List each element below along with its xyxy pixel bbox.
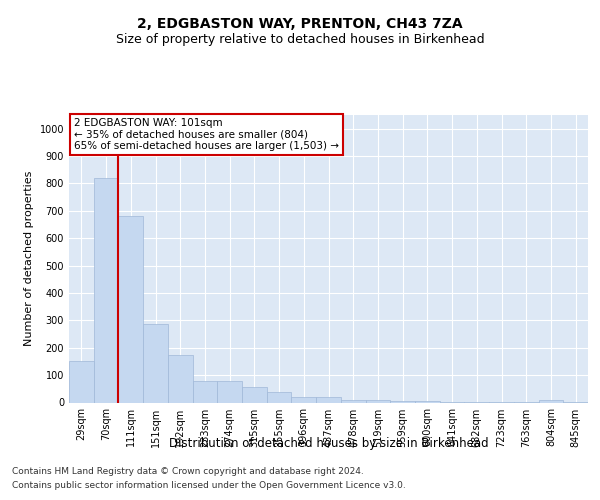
Bar: [292, 397, 316, 402]
Text: 2, EDGBASTON WAY, PRENTON, CH43 7ZA: 2, EDGBASTON WAY, PRENTON, CH43 7ZA: [137, 18, 463, 32]
Bar: [365, 400, 390, 402]
Bar: [242, 388, 267, 402]
Text: Contains HM Land Registry data © Crown copyright and database right 2024.: Contains HM Land Registry data © Crown c…: [12, 468, 364, 476]
Text: Contains public sector information licensed under the Open Government Licence v3: Contains public sector information licen…: [12, 481, 406, 490]
Bar: [168, 354, 193, 403]
Text: 2 EDGBASTON WAY: 101sqm
← 35% of detached houses are smaller (804)
65% of semi-d: 2 EDGBASTON WAY: 101sqm ← 35% of detache…: [74, 118, 339, 151]
Bar: [143, 324, 168, 402]
Bar: [118, 216, 143, 402]
Bar: [539, 400, 563, 402]
Bar: [94, 178, 118, 402]
Bar: [341, 400, 365, 402]
Bar: [316, 397, 341, 402]
Bar: [69, 362, 94, 403]
Bar: [267, 392, 292, 402]
Text: Distribution of detached houses by size in Birkenhead: Distribution of detached houses by size …: [169, 438, 488, 450]
Text: Size of property relative to detached houses in Birkenhead: Size of property relative to detached ho…: [116, 32, 484, 46]
Bar: [415, 401, 440, 402]
Y-axis label: Number of detached properties: Number of detached properties: [24, 171, 34, 346]
Bar: [193, 380, 217, 402]
Bar: [217, 381, 242, 402]
Bar: [390, 401, 415, 402]
